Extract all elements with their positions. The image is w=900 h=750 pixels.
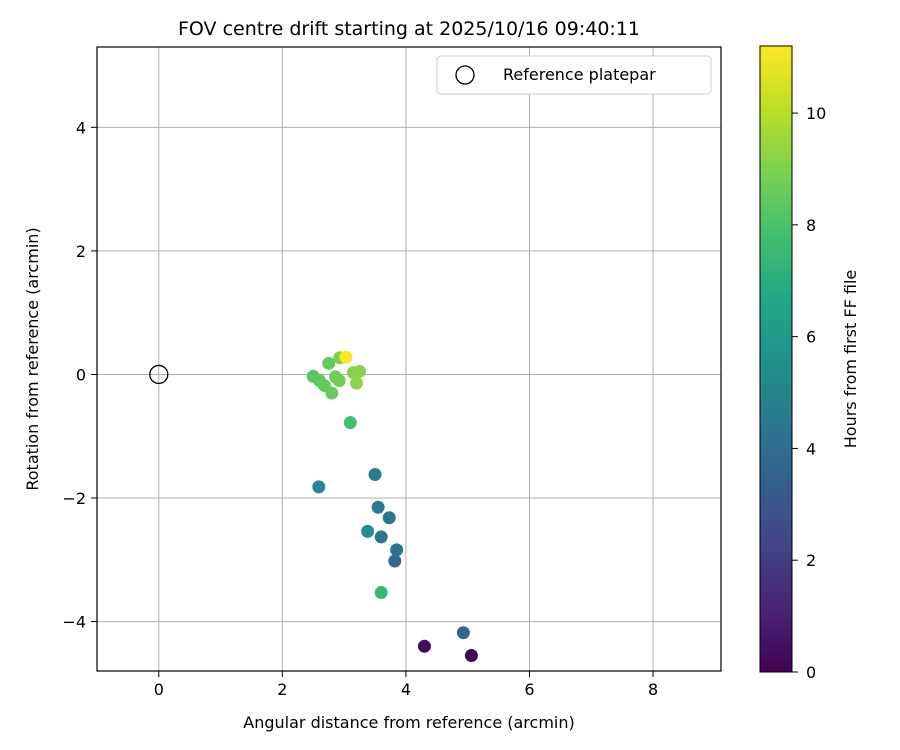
scatter-point <box>332 374 346 388</box>
y-axis: −4 −2 0 2 4 <box>62 118 97 632</box>
y-tick-label: −2 <box>62 489 86 508</box>
scatter-point <box>388 554 402 568</box>
y-tick-label: −4 <box>62 613 86 632</box>
scatter-point <box>456 626 470 640</box>
x-tick-label: 8 <box>648 680 658 699</box>
grid <box>97 47 721 671</box>
colorbar-tick-label: 8 <box>806 216 816 235</box>
scatter-point <box>343 416 357 430</box>
colorbar-tick-label: 6 <box>806 328 816 347</box>
colorbar-tick-label: 2 <box>806 551 816 570</box>
legend-reference-marker <box>455 65 475 85</box>
y-tick-label: 0 <box>76 365 86 384</box>
legend-box <box>436 55 712 95</box>
x-tick-label: 0 <box>154 680 164 699</box>
scatter-point <box>322 356 336 370</box>
x-axis: 0 2 4 6 8 <box>154 671 658 699</box>
scatter-point <box>325 386 339 400</box>
y-tick-label: 2 <box>76 242 86 261</box>
scatter-point <box>312 480 326 494</box>
y-tick-label: 4 <box>76 118 86 137</box>
scatter-point <box>368 468 382 482</box>
scatter-points <box>306 350 478 663</box>
scatter-point <box>374 586 388 600</box>
reference-platepar-marker <box>149 364 169 385</box>
scatter-point <box>371 500 385 514</box>
scatter-point <box>374 530 388 544</box>
x-tick-label: 4 <box>401 680 411 699</box>
colorbar: 0 2 4 6 8 10 Hours from first FF file <box>759 45 860 682</box>
legend-entry-reference-platepar: Reference platepar <box>503 65 656 84</box>
colorbar-gradient <box>759 45 793 673</box>
scatter-point <box>464 649 478 663</box>
scatter-point <box>353 364 367 378</box>
plot-background <box>97 47 721 671</box>
scatter-point <box>339 350 353 364</box>
scatter-point <box>361 524 375 538</box>
colorbar-label: Hours from first FF file <box>841 270 860 449</box>
colorbar-tick-label: 10 <box>806 104 826 123</box>
y-axis-label: Rotation from reference (arcmin) <box>23 227 42 490</box>
colorbar-tick-label: 0 <box>806 663 816 682</box>
x-tick-label: 2 <box>277 680 287 699</box>
scatter-point <box>390 543 404 557</box>
colorbar-tick-label: 4 <box>806 439 816 458</box>
x-tick-label: 6 <box>524 680 534 699</box>
plot-area <box>96 46 722 672</box>
scatter-point <box>417 639 431 653</box>
scatter-point <box>382 511 396 525</box>
legend: Reference platepar <box>436 55 712 95</box>
chart-title: FOV centre drift starting at 2025/10/16 … <box>178 18 640 40</box>
scatter-point <box>349 376 363 390</box>
plot-frame <box>96 46 722 672</box>
x-axis-label: Angular distance from reference (arcmin) <box>243 713 574 732</box>
colorbar-ticks: 0 2 4 6 8 10 <box>792 104 826 682</box>
